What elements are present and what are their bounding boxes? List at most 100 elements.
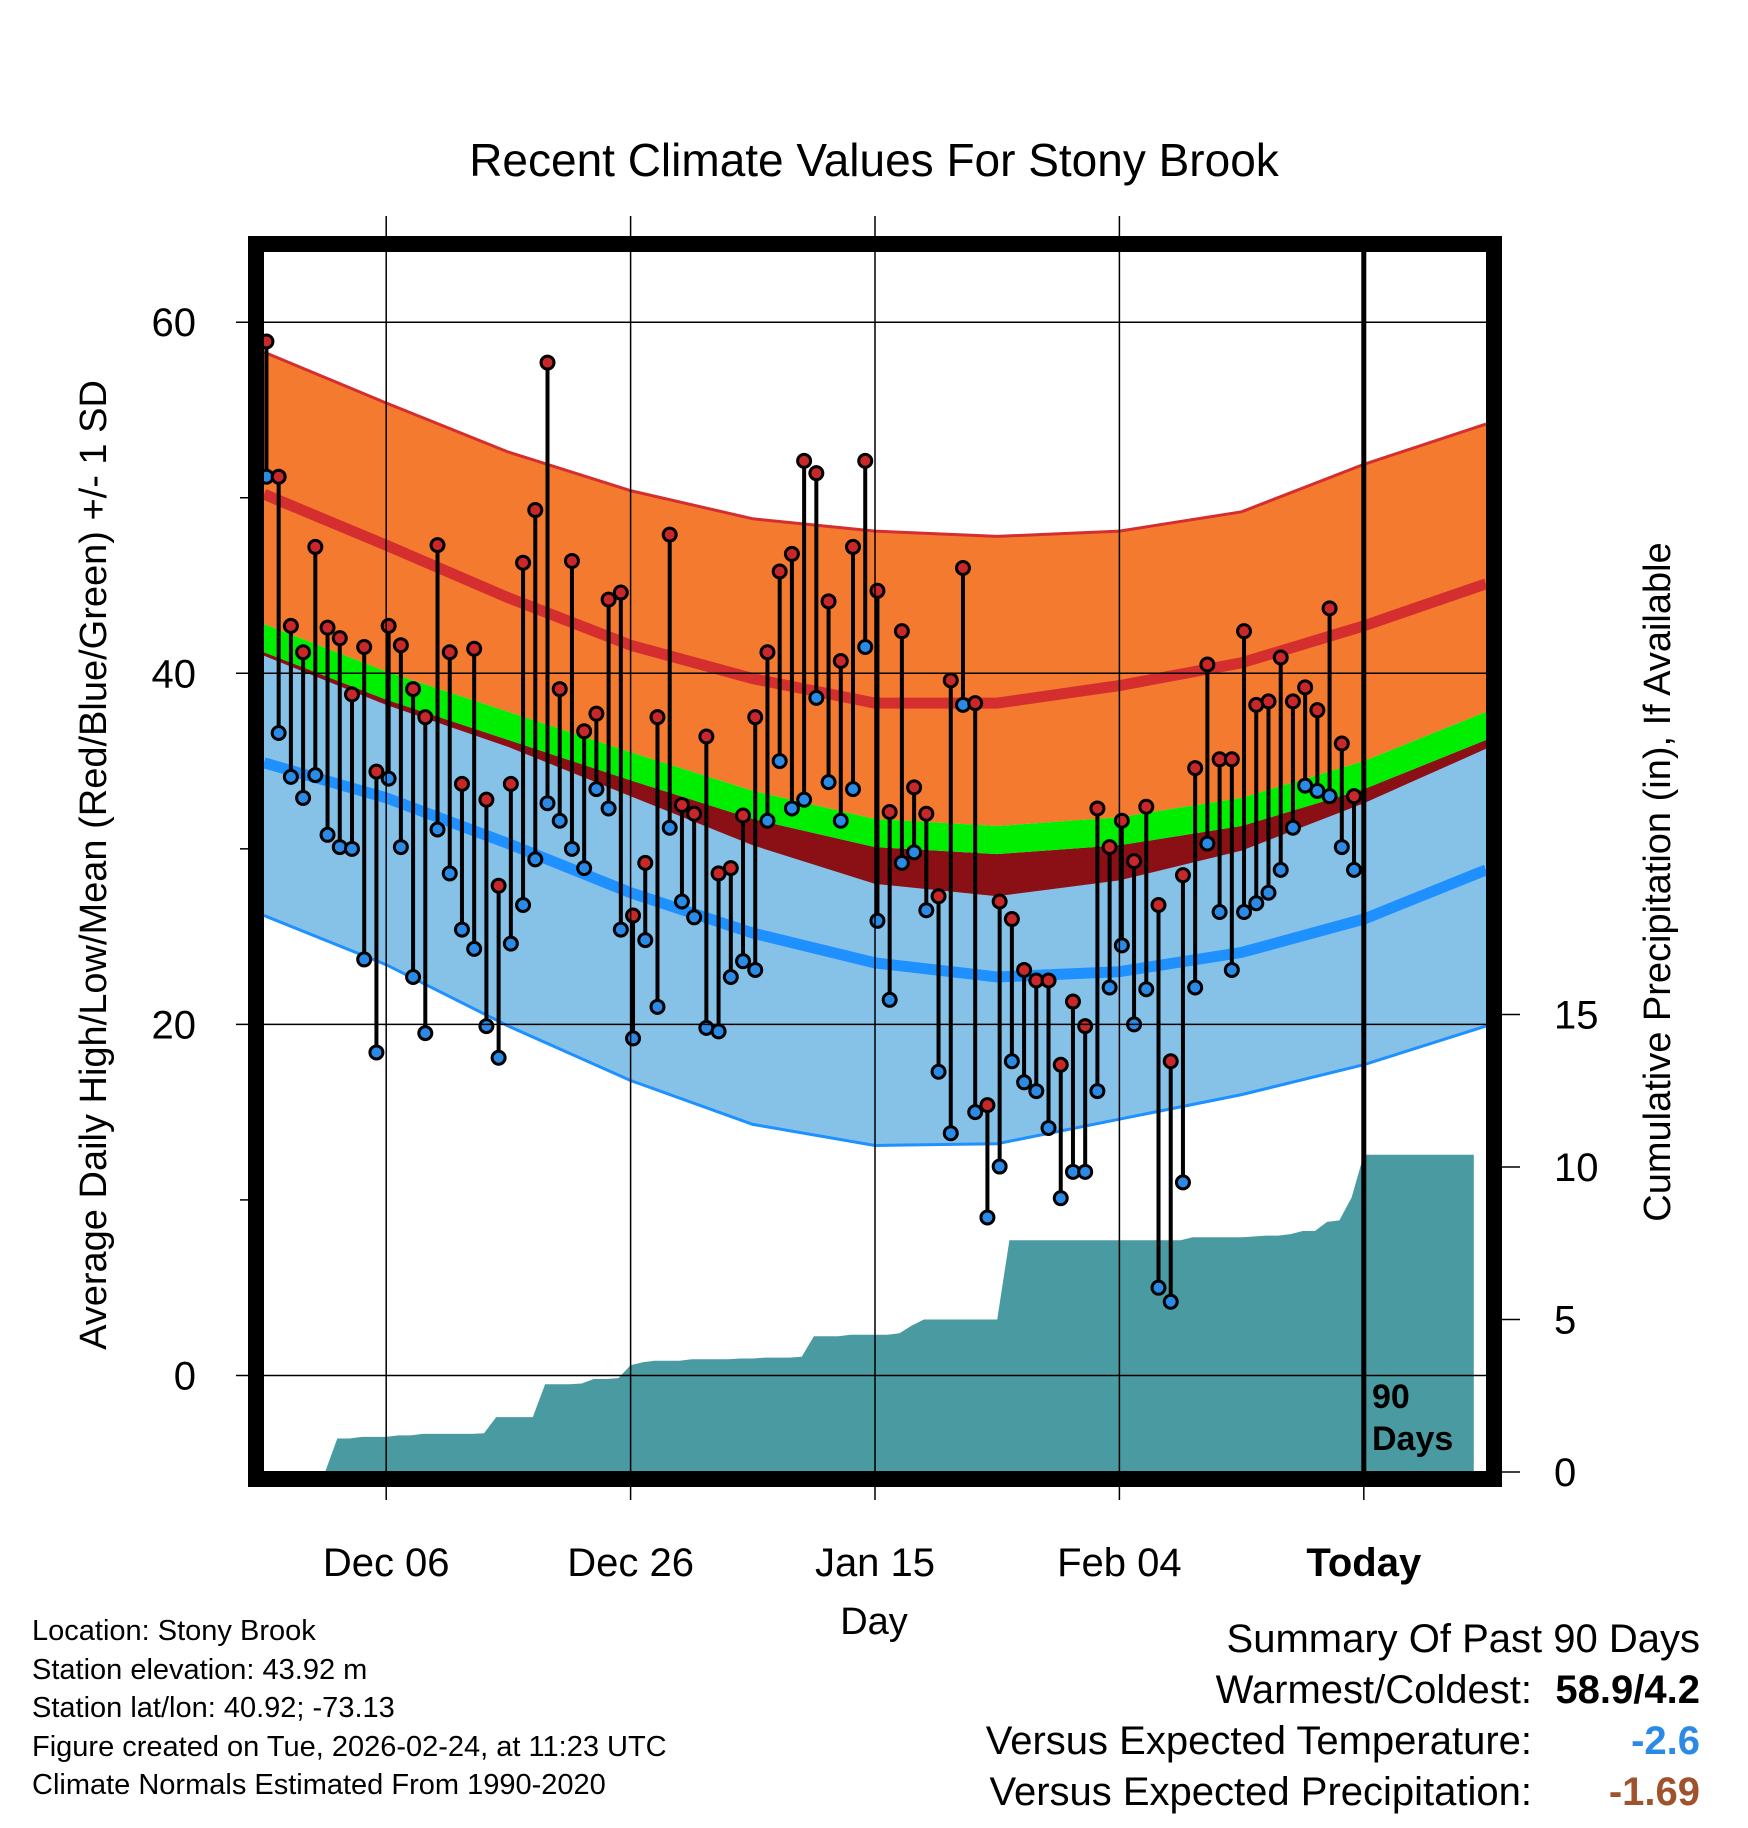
high-point <box>319 619 336 636</box>
low-point <box>527 851 544 868</box>
low-point <box>1077 1163 1094 1180</box>
low-point <box>735 953 752 970</box>
low-point <box>942 1125 959 1142</box>
low-point <box>918 902 935 919</box>
low-point <box>1113 937 1130 954</box>
high-point <box>1016 961 1033 978</box>
y-tick-label: 0 <box>174 1354 196 1398</box>
low-point <box>710 1023 727 1040</box>
high-point <box>1321 600 1338 617</box>
low-point <box>551 812 568 829</box>
high-point <box>1113 812 1130 829</box>
chart-title: Recent Climate Values For Stony Brook <box>469 134 1280 186</box>
high-point <box>747 709 764 726</box>
high-point <box>1236 623 1253 640</box>
low-point <box>539 795 556 812</box>
low-point <box>515 897 532 914</box>
y-axis-title: Average Daily High/Low/Mean (Red/Blue/Gr… <box>73 380 115 1350</box>
high-point <box>1162 1053 1179 1070</box>
low-point <box>1260 884 1277 901</box>
low-point <box>722 968 739 985</box>
x-tick-label: Today <box>1306 1541 1422 1585</box>
high-point <box>673 796 690 813</box>
low-point <box>356 951 373 968</box>
low-point <box>649 998 666 1015</box>
low-point <box>625 1030 642 1047</box>
y2-tick-label: 10 <box>1554 1146 1599 1190</box>
x-axis-title: Day <box>840 1601 908 1643</box>
warmest-value: 58.9/4.2 <box>1555 1668 1700 1712</box>
summary-temp-row: Versus Expected Temperature: -2.6 <box>986 1716 1700 1767</box>
low-point <box>1040 1119 1057 1136</box>
high-point <box>698 728 715 745</box>
high-point <box>1187 760 1204 777</box>
low-point <box>307 767 324 784</box>
summary-warmest-row: Warmest/Coldest: 58.9/4.2 <box>986 1665 1700 1716</box>
mean-band <box>264 624 1486 855</box>
low-point <box>906 844 923 861</box>
warmest-label: Warmest/Coldest: <box>1215 1668 1532 1712</box>
low-point <box>979 1209 996 1226</box>
station-info: Location: Stony Brook Station elevation:… <box>32 1612 667 1805</box>
low-point <box>392 839 409 856</box>
high-point <box>1223 751 1240 768</box>
x-tick-label: Jan 15 <box>815 1541 935 1585</box>
low-point <box>1174 1174 1191 1191</box>
low-point <box>380 770 397 787</box>
high-point <box>527 502 544 519</box>
low-point <box>857 638 874 655</box>
high-point <box>1346 788 1363 805</box>
low-point <box>1052 1190 1069 1207</box>
high-point <box>881 803 898 820</box>
low-point <box>893 854 910 871</box>
low-point <box>1333 839 1350 856</box>
low-point <box>930 1063 947 1080</box>
low-point <box>820 774 837 791</box>
low-point <box>1003 1053 1020 1070</box>
low-point <box>576 860 593 877</box>
low-point <box>588 781 605 798</box>
high-point <box>264 333 275 350</box>
precip-label: Versus Expected Precipitation: <box>989 1770 1532 1814</box>
precip-value: -1.69 <box>1608 1770 1700 1814</box>
low-point <box>967 1104 984 1121</box>
high-point <box>930 888 947 905</box>
temp-label: Versus Expected Temperature: <box>985 1719 1532 1763</box>
high-point <box>1101 839 1118 856</box>
high-point <box>1272 649 1289 666</box>
info-latlon: Station lat/lon: 40.92; -73.13 <box>32 1692 395 1724</box>
low-point <box>1321 788 1338 805</box>
low-point <box>1101 979 1118 996</box>
high-point <box>1040 972 1057 989</box>
high-point <box>832 653 849 670</box>
high-point <box>478 791 495 808</box>
high-point <box>857 452 874 469</box>
high-point <box>368 763 385 780</box>
high-point <box>869 582 886 599</box>
low-point <box>771 753 788 770</box>
high-point <box>1297 679 1314 696</box>
y-tick-label: 20 <box>152 1003 197 1047</box>
summary-heading: Summary Of Past 90 Days <box>1226 1617 1700 1661</box>
info-created: Figure created on Tue, 2026-02-24, at 11… <box>32 1730 667 1763</box>
high-point <box>1284 693 1301 710</box>
high-point <box>1333 735 1350 752</box>
high-point <box>771 563 788 580</box>
high-point <box>1064 993 1081 1010</box>
high-point <box>1138 798 1155 815</box>
high-point <box>625 907 642 924</box>
high-point <box>576 723 593 740</box>
high-point <box>502 775 519 792</box>
low-point <box>673 893 690 910</box>
high-point <box>686 805 703 822</box>
high-point <box>1150 897 1167 914</box>
high-point <box>356 638 373 655</box>
low-point <box>429 821 446 838</box>
high-point <box>343 686 360 703</box>
plot-frame <box>248 236 1502 1487</box>
today-days-count: 90 <box>1372 1378 1410 1416</box>
low-point <box>1016 1074 1033 1091</box>
temp-value: -2.6 <box>1631 1719 1700 1763</box>
y2-tick-label: 15 <box>1554 994 1599 1038</box>
high-point <box>820 593 837 610</box>
